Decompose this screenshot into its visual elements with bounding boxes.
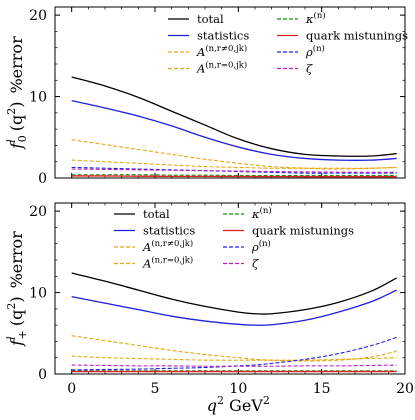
y-tick-label: 20 xyxy=(29,8,47,24)
y-tick-label: 0 xyxy=(38,367,47,383)
series-line-3 xyxy=(71,159,397,169)
y-axis-label: fl+(q2)%error xyxy=(5,231,29,347)
legend-label: ζ xyxy=(252,257,259,271)
y-tick-label: 20 xyxy=(29,204,47,220)
legend-label: ρ(n) xyxy=(251,238,271,254)
y-axis-label: fl0(q2)%error xyxy=(5,36,29,150)
legend-label: A(n,r≠0,jk) xyxy=(196,43,247,59)
series-line-0 xyxy=(71,76,397,157)
chart-panel-1: 0 10 20 total statisticsA(n,r≠0,jk)A(n,r=0,j… xyxy=(5,6,408,187)
legend-label: statistics xyxy=(143,224,195,238)
series-line-7 xyxy=(71,168,397,173)
plot-frame xyxy=(54,6,406,179)
x-tick-label: 5 xyxy=(151,381,160,397)
legend-label: κ(n) xyxy=(305,10,326,26)
y-tick-label: 0 xyxy=(38,171,47,187)
legend-label: statistics xyxy=(197,29,249,43)
series-line-4 xyxy=(71,174,397,177)
series-lines xyxy=(71,272,397,373)
series-line-5 xyxy=(71,175,397,178)
series-line-2 xyxy=(71,335,397,362)
series-line-2 xyxy=(71,139,397,170)
y-tick-label: 10 xyxy=(29,90,47,106)
legend-label: κ(n) xyxy=(251,205,272,221)
legend-label: quark mistunings xyxy=(306,29,408,43)
y-tick-label: 10 xyxy=(29,286,47,302)
legend-label: A(n,r=0,jk) xyxy=(142,255,193,271)
legend-label: A(n,r≠0,jk) xyxy=(142,238,193,254)
series-line-0 xyxy=(71,272,397,315)
legend-label: ρ(n) xyxy=(305,43,325,59)
legend-label: total xyxy=(197,12,224,26)
plot-frame xyxy=(54,202,406,375)
series-line-7 xyxy=(71,364,397,367)
x-tick-label: 15 xyxy=(313,381,331,397)
x-tick-label: 0 xyxy=(67,381,76,397)
legend-label: quark mistunings xyxy=(252,224,354,238)
legend-label: total xyxy=(143,207,170,221)
chart-panel-2: 0 10 20 0 5 10 15 20 total statisticsA(n,r≠0,jk)A… xyxy=(5,202,414,415)
x-axis-label: q2 GeV2 xyxy=(207,394,270,415)
series-line-1 xyxy=(71,289,397,326)
series-line-3 xyxy=(71,355,397,361)
legend-label: A(n,r=0,jk) xyxy=(196,60,247,76)
series-line-6 xyxy=(71,336,397,371)
series-lines xyxy=(71,76,397,178)
series-line-6 xyxy=(71,166,397,174)
legend-label: ζ xyxy=(306,62,313,76)
x-tick-label: 10 xyxy=(229,381,247,397)
x-tick-label: 20 xyxy=(396,381,414,397)
series-line-1 xyxy=(71,100,397,161)
